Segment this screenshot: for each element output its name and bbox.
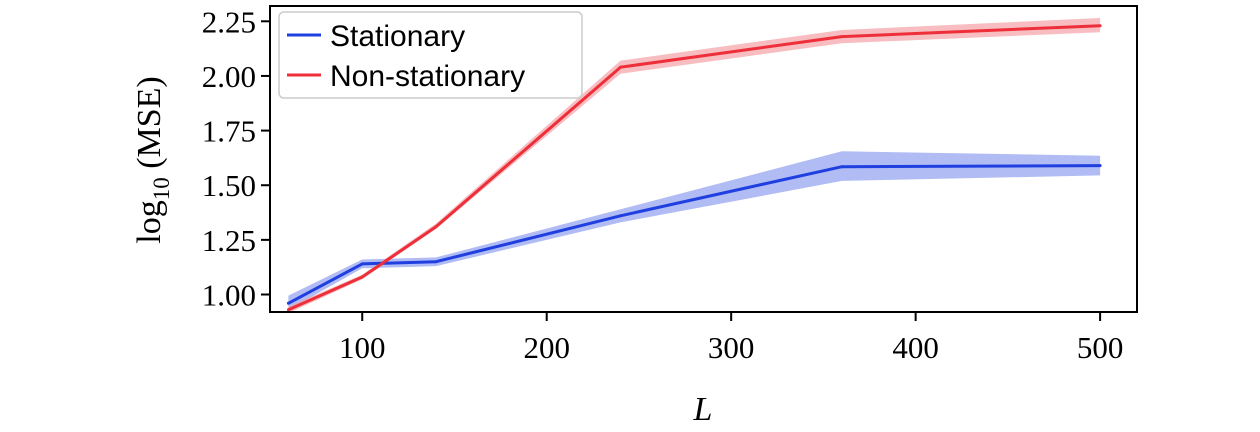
x-axis-label: L bbox=[693, 391, 713, 428]
y-tick-label: 2.00 bbox=[202, 59, 256, 94]
x-tick-label: 500 bbox=[1077, 330, 1124, 365]
y-axis-label-subscript: 10 bbox=[149, 177, 174, 200]
point-stationary bbox=[434, 260, 438, 264]
plot-frame bbox=[269, 5, 1138, 313]
y-axis-label-main: log bbox=[131, 200, 168, 243]
x-tick-label: 200 bbox=[523, 330, 570, 365]
y-tick-label: 2.25 bbox=[202, 4, 256, 39]
y-tick-label: 1.75 bbox=[202, 114, 256, 149]
point-non-stationary bbox=[840, 35, 844, 39]
y-tick-label: 1.00 bbox=[202, 278, 256, 313]
point-stationary bbox=[840, 165, 844, 169]
y-axis-label: log10 (MSE) bbox=[131, 76, 174, 244]
point-stationary bbox=[286, 301, 290, 305]
band-stationary bbox=[288, 151, 1101, 310]
y-tick-label: 1.50 bbox=[202, 168, 256, 203]
line-stationary bbox=[287, 164, 1101, 305]
y-axis-ticks: 1.00 1.25 1.50 1.75 2.00 2.25 bbox=[202, 4, 270, 313]
x-tick-label: 100 bbox=[339, 330, 386, 365]
legend-label-stationary: Stationary bbox=[330, 20, 465, 53]
x-tick-label: 400 bbox=[892, 330, 939, 365]
line-non-stationary bbox=[287, 24, 1101, 312]
series-lines bbox=[286, 24, 1102, 312]
y-axis-label-tail: (MSE) bbox=[131, 76, 168, 177]
point-stationary bbox=[360, 262, 364, 266]
legend-label-non-stationary: Non-stationary bbox=[330, 60, 525, 93]
legend: Stationary Non-stationary bbox=[278, 11, 583, 99]
point-non-stationary bbox=[619, 65, 622, 69]
x-axis-ticks: 100 200 300 400 500 bbox=[339, 312, 1123, 365]
point-non-stationary bbox=[434, 225, 438, 229]
point-non-stationary bbox=[286, 308, 290, 312]
point-stationary bbox=[619, 214, 622, 218]
point-non-stationary bbox=[360, 275, 364, 279]
y-tick-label: 1.25 bbox=[202, 223, 256, 258]
legend-box bbox=[278, 11, 583, 99]
point-stationary bbox=[1098, 164, 1102, 168]
x-tick-label: 300 bbox=[708, 330, 755, 365]
point-non-stationary bbox=[1098, 24, 1102, 28]
